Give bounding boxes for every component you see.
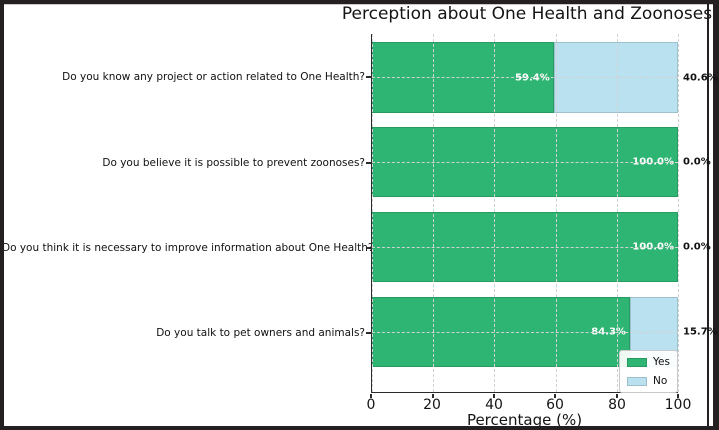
y-axis-tick (366, 332, 371, 334)
frame-border-bottom (0, 426, 719, 430)
y-category-label: Do you believe it is possible to prevent… (102, 157, 365, 169)
gridline-vertical (555, 34, 557, 392)
x-axis-tick (370, 394, 372, 398)
y-axis-tick (366, 162, 371, 164)
gridline-horizontal (372, 162, 678, 163)
x-axis-tick (432, 394, 434, 398)
x-axis-tick (493, 394, 495, 398)
gridline-vertical (616, 34, 618, 392)
gridline-vertical (678, 34, 679, 392)
frame-border-left (0, 0, 4, 430)
legend-item-yes: Yes (627, 356, 670, 368)
x-tick-label: 40 (485, 397, 503, 413)
gridline-vertical (494, 34, 496, 392)
legend: Yes No (619, 350, 678, 393)
bar-value-label-no: 0.0% (683, 241, 711, 253)
gridline-horizontal (372, 77, 678, 78)
plot-area: 59.4% 40.6% 100.0% 0.0% 100.0% 0.0% 84.3… (371, 34, 718, 393)
x-axis-tick (554, 394, 556, 398)
legend-label-no: No (653, 375, 668, 387)
x-tick-label: 60 (546, 397, 564, 413)
bar-value-label-no: 40.6% (683, 72, 718, 83)
legend-swatch-no (627, 376, 647, 386)
y-category-label: Do you know any project or action relate… (62, 71, 365, 83)
x-tick-label: 0 (366, 397, 376, 413)
chart-title: Perception about One Health and Zoonoses (341, 4, 713, 24)
frame-border-top-shadow (0, 4, 719, 5)
frame-border-right-inner (707, 0, 709, 430)
x-tick-label: 80 (608, 397, 626, 413)
x-axis-tick (677, 394, 679, 398)
gridline-vertical (372, 34, 373, 392)
bar-value-label-no: 0.0% (683, 156, 711, 168)
frame-border-top (0, 0, 719, 4)
x-axis-tick (616, 394, 618, 398)
legend-item-no: No (627, 375, 670, 387)
legend-swatch-yes (627, 357, 647, 367)
gridline-vertical (433, 34, 435, 392)
gridline-horizontal (372, 247, 678, 248)
gridline-horizontal (372, 332, 678, 333)
y-category-label: Do you think it is necessary to improve … (2, 242, 374, 254)
x-tick-label: 20 (423, 397, 441, 413)
x-axis-label: Percentage (%) (466, 411, 583, 429)
y-category-label: Do you talk to pet owners and animals? (156, 327, 365, 339)
bar-value-label-no: 15.7% (683, 326, 718, 338)
y-axis-tick (366, 247, 371, 249)
y-axis-tick (366, 76, 371, 78)
legend-label-yes: Yes (653, 356, 670, 368)
x-tick-label: 100 (664, 397, 692, 413)
frame-border-right (713, 0, 719, 430)
